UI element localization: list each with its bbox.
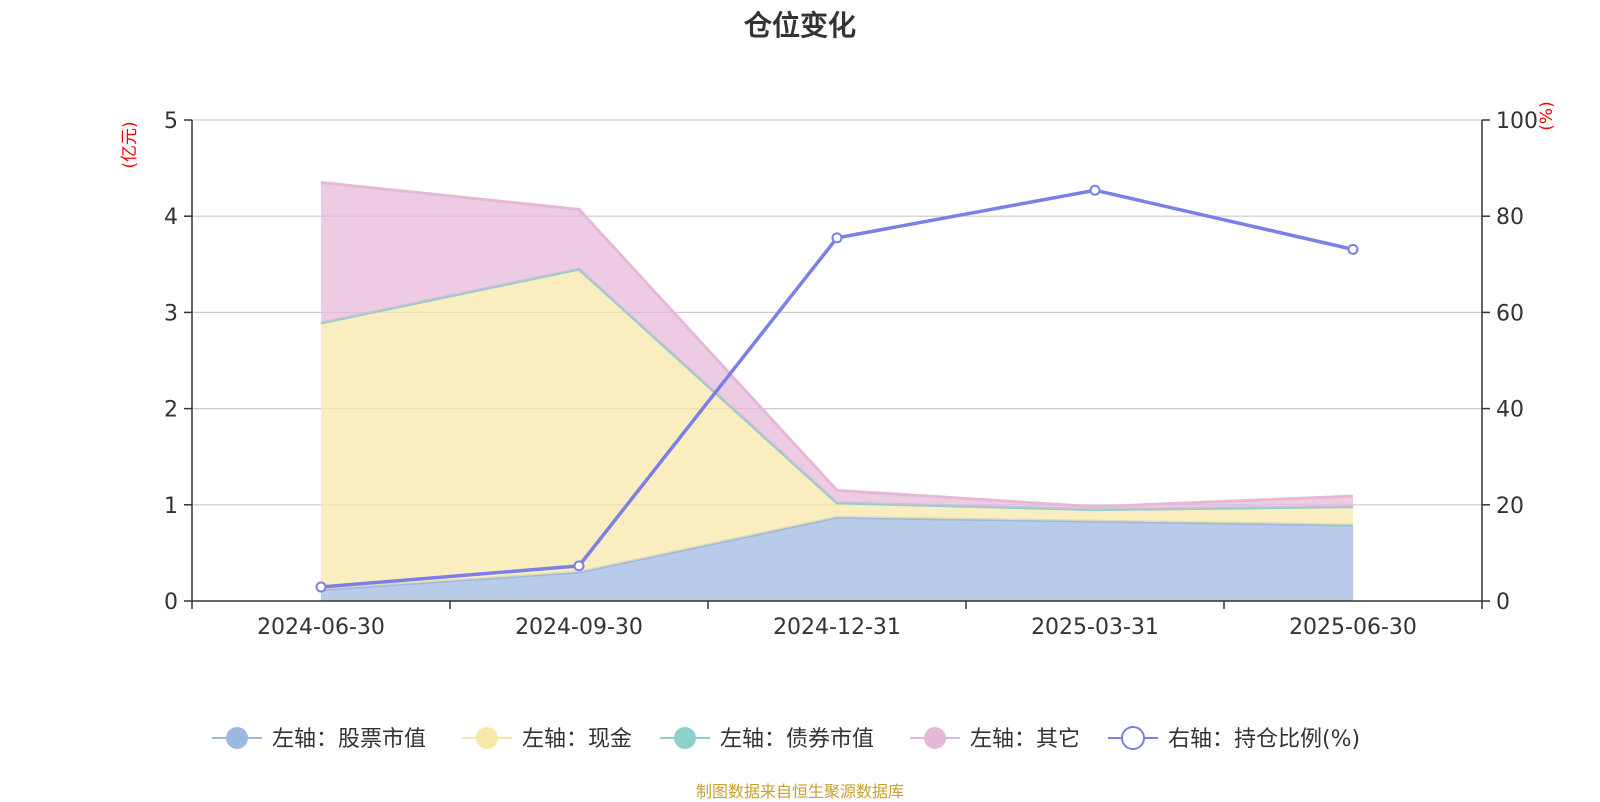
right-axis-unit: (%) (1537, 101, 1557, 130)
area-series (321, 269, 1353, 590)
legend-label: 左轴：债券市值 (720, 727, 874, 752)
legend-marker (674, 727, 696, 749)
legend-label: 右轴：持仓比例(%) (1168, 727, 1360, 752)
x-tick-label: 2024-06-30 (257, 615, 385, 640)
left-tick-label: 3 (164, 301, 178, 326)
right-tick-label: 40 (1496, 398, 1524, 423)
left-tick-label: 2 (164, 398, 178, 423)
legend-label: 左轴：其它 (970, 727, 1080, 752)
x-tick-label: 2024-09-30 (515, 615, 643, 640)
legend: 左轴：股票市值 左轴：现金 左轴：债券市值 左轴：其它 右轴：持仓比例(%) (212, 726, 1360, 752)
area-edge (320, 181, 1354, 509)
ratio-point (1089, 184, 1101, 196)
ratio-point (315, 581, 327, 593)
ratio-point (573, 560, 585, 572)
legend-marker (924, 727, 946, 749)
left-tick-label: 0 (164, 590, 178, 615)
ratio-point (1347, 243, 1359, 255)
right-tick-label: 20 (1496, 494, 1524, 519)
left-tick-label: 1 (164, 494, 178, 519)
legend-marker (226, 727, 248, 749)
data-source-note: 制图数据来自恒生聚源数据库 (695, 782, 904, 801)
x-tick-label: 2025-06-30 (1289, 615, 1417, 640)
legend-marker (476, 727, 498, 749)
area-series (321, 182, 1353, 510)
stacked-areas (320, 181, 1354, 601)
legend-marker (1121, 726, 1145, 750)
axes: 0 1 2 3 4 5 0 20 40 60 80 100 2024-06-30 2024-09-30 20… (120, 101, 1557, 640)
right-tick-label: 0 (1496, 590, 1510, 615)
ratio-line (315, 184, 1359, 593)
left-tick-label: 4 (164, 205, 178, 230)
right-tick-label: 80 (1496, 205, 1524, 230)
right-tick-label: 100 (1496, 109, 1538, 134)
right-tick-label: 60 (1496, 301, 1524, 326)
legend-label: 左轴：现金 (522, 727, 632, 752)
area-series (321, 517, 1353, 601)
x-tick-label: 2024-12-31 (773, 615, 901, 640)
left-axis-unit: (亿元) (120, 121, 140, 168)
left-tick-label: 5 (164, 109, 178, 134)
ratio-point (831, 232, 843, 244)
chart-title: 仓位变化 (743, 9, 856, 42)
legend-label: 左轴：股票市值 (272, 727, 426, 752)
x-tick-label: 2025-03-31 (1031, 615, 1159, 640)
